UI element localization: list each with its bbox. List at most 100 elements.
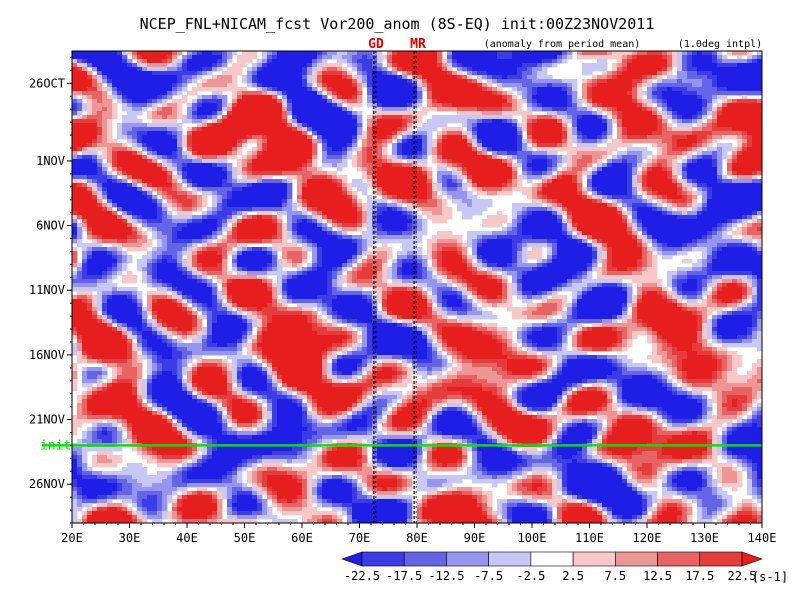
heatmap-cell: [92, 203, 98, 208]
heatmap-cell: [407, 171, 413, 176]
heatmap-cell: [707, 175, 713, 180]
heatmap-cell: [557, 83, 563, 88]
heatmap-cell: [382, 199, 388, 204]
heatmap-cell: [677, 75, 683, 80]
heatmap-cell: [657, 91, 663, 96]
heatmap-cell: [342, 195, 348, 200]
heatmap-cell: [672, 155, 678, 160]
heatmap-cell: [277, 79, 283, 84]
heatmap-cell: [482, 179, 488, 184]
heatmap-cell: [97, 203, 103, 208]
heatmap-cell: [192, 131, 198, 136]
heatmap-cell: [652, 131, 658, 136]
heatmap-cell: [422, 187, 428, 192]
heatmap-cell: [727, 99, 733, 104]
heatmap-cell: [302, 155, 308, 160]
heatmap-cell: [217, 203, 223, 208]
heatmap-cell: [387, 51, 393, 56]
heatmap-cell: [197, 139, 203, 144]
heatmap-cell: [732, 91, 738, 96]
heatmap-cell: [292, 147, 298, 152]
heatmap-cell: [372, 51, 378, 56]
heatmap-cell: [497, 179, 503, 184]
heatmap-cell: [487, 75, 493, 80]
heatmap-cell: [627, 75, 633, 80]
heatmap-cell: [207, 71, 213, 76]
heatmap-cell: [172, 55, 178, 60]
heatmap-cell: [222, 147, 228, 152]
heatmap-cell: [642, 123, 648, 128]
heatmap-cell: [607, 51, 613, 56]
heatmap-cell: [347, 119, 353, 124]
heatmap-cell: [427, 179, 433, 184]
heatmap-cell: [462, 155, 468, 160]
heatmap-cell: [137, 203, 143, 208]
subtitle-gd: GD: [368, 37, 384, 52]
heatmap-cell: [217, 171, 223, 176]
heatmap-cell: [347, 71, 353, 76]
heatmap-cell: [212, 119, 218, 124]
heatmap-cell: [682, 187, 688, 192]
heatmap-cell: [237, 91, 243, 96]
heatmap-cell: [572, 195, 578, 200]
heatmap-cell: [432, 67, 438, 72]
heatmap-cell: [362, 67, 368, 72]
heatmap-cell: [667, 167, 673, 172]
heatmap-cell: [282, 195, 288, 200]
heatmap-cell: [542, 131, 548, 136]
heatmap-cell: [547, 59, 553, 64]
heatmap-cell: [297, 63, 303, 68]
heatmap-cell: [572, 175, 578, 180]
heatmap-cell: [212, 111, 218, 116]
heatmap-cell: [612, 203, 618, 208]
heatmap-cell: [82, 63, 88, 68]
heatmap-cell: [387, 187, 393, 192]
heatmap-cell: [607, 143, 613, 148]
heatmap-cell: [157, 63, 163, 68]
heatmap-cell: [72, 183, 78, 188]
heatmap-cell: [637, 111, 643, 116]
heatmap-cell: [352, 131, 358, 136]
heatmap-cell: [357, 55, 363, 60]
heatmap-cell: [527, 135, 533, 140]
heatmap-cell: [467, 179, 473, 184]
heatmap-cell: [152, 171, 158, 176]
heatmap-cell: [537, 91, 543, 96]
heatmap-cell: [237, 71, 243, 76]
heatmap-cell: [502, 75, 508, 80]
heatmap-cell: [222, 167, 228, 172]
heatmap-cell: [347, 147, 353, 152]
chart-title: NCEP_FNL+NICAM_fcst Vor200_anom (8S-EQ) …: [140, 15, 655, 33]
heatmap-cell: [257, 99, 263, 104]
heatmap-cell: [467, 111, 473, 116]
heatmap-cell: [322, 95, 328, 100]
heatmap-cell: [202, 95, 208, 100]
heatmap-cell: [637, 91, 643, 96]
heatmap-cell: [222, 123, 228, 128]
heatmap-cell: [122, 135, 128, 140]
heatmap-cell: [327, 143, 333, 148]
heatmap-cell: [372, 91, 378, 96]
heatmap-cell: [327, 51, 333, 56]
heatmap-cell: [602, 147, 608, 152]
heatmap-cell: [327, 127, 333, 132]
heatmap-cell: [247, 75, 253, 80]
heatmap-cell: [297, 163, 303, 168]
heatmap-cell: [252, 131, 258, 136]
heatmap-cell: [322, 79, 328, 84]
heatmap-cell: [582, 147, 588, 152]
heatmap-cell: [237, 87, 243, 92]
heatmap-cell: [567, 99, 573, 104]
heatmap-cell: [752, 179, 758, 184]
heatmap-cell: [547, 127, 553, 132]
heatmap-cell: [492, 131, 498, 136]
heatmap-cell: [87, 163, 93, 168]
heatmap-cell: [597, 135, 603, 140]
heatmap-cell: [152, 143, 158, 148]
heatmap-cell: [667, 135, 673, 140]
heatmap-cell: [257, 79, 263, 84]
heatmap-cell: [752, 71, 758, 76]
heatmap-cell: [197, 175, 203, 180]
heatmap-cell: [742, 203, 748, 208]
heatmap-cell: [207, 183, 213, 188]
